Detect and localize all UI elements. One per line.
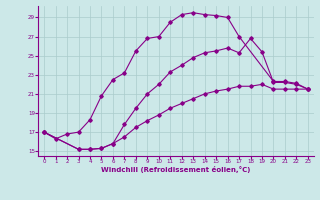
X-axis label: Windchill (Refroidissement éolien,°C): Windchill (Refroidissement éolien,°C) — [101, 166, 251, 173]
